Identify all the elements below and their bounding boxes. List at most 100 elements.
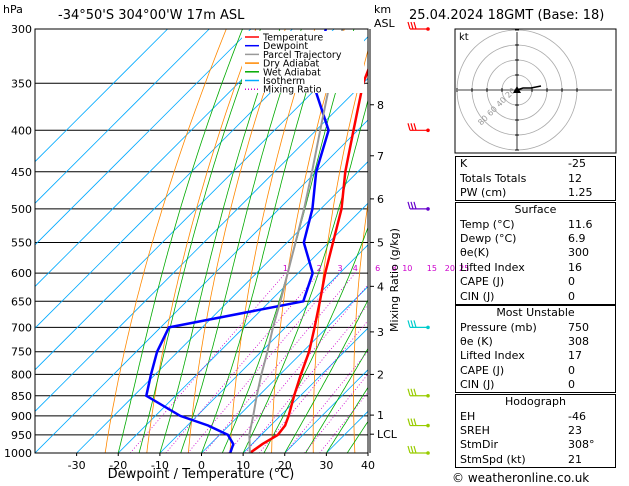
wind-barb-feather	[410, 445, 414, 454]
isotherm-line	[35, 29, 210, 204]
series-point	[312, 272, 314, 274]
series-point	[324, 272, 326, 274]
series-point	[340, 208, 343, 210]
most-unstable-table: Most Unstable Pressure (mb) 750 θe (K) 308 Li…	[455, 305, 616, 394]
isotherm-line	[76, 161, 368, 453]
wind-barb-feather	[413, 320, 417, 328]
wet-adiabat-line	[138, 29, 261, 453]
wind-barb-feather	[410, 201, 414, 210]
height-tick-label: 1	[377, 409, 384, 422]
table-row: K -25	[456, 157, 616, 172]
wet-adiabat-line	[201, 29, 327, 453]
mixing-ratio-tick-label: 15	[427, 264, 437, 273]
series-point	[308, 351, 310, 353]
height-tick-label: 3	[377, 326, 384, 339]
wet-adiabat-line	[326, 386, 368, 453]
series-point	[332, 241, 334, 244]
row-label: Lifted Index	[460, 260, 525, 274]
wind-barb-dot	[426, 128, 430, 133]
mixing-ratio-tick-label: 2	[317, 264, 322, 273]
series-point	[303, 208, 305, 210]
legend-entry-label: Temperature	[262, 33, 323, 44]
series-point	[287, 415, 290, 417]
legend-background	[242, 31, 364, 93]
temperature-tick-label: -10	[151, 459, 169, 472]
wet-adiabat-line	[263, 226, 368, 453]
legend-entry-label: Dewpoint	[263, 41, 308, 52]
row-value: 300	[568, 246, 589, 260]
pressure-tick-label: 450	[11, 166, 32, 179]
row-value: 11.6	[568, 217, 593, 231]
wind-barb-dot	[426, 451, 430, 455]
km-label: km	[374, 3, 391, 16]
series-point	[319, 300, 321, 302]
mixing-ratio-tick-label: 20	[445, 264, 455, 273]
wind-barb-feather	[410, 388, 414, 396]
series-point	[277, 434, 279, 436]
isotherm-line	[35, 29, 168, 163]
section-title-row: Most Unstable	[456, 306, 616, 321]
temperature-tick-label: -20	[109, 459, 127, 472]
wind-barb-dot	[426, 393, 430, 398]
section-title: Hodograph	[505, 395, 566, 409]
isotherm-line	[201, 285, 368, 453]
row-label: CIN (J)	[460, 289, 495, 303]
pressure-tick-label: 600	[11, 267, 32, 280]
wind-barb-feather	[413, 388, 417, 396]
credit-text: © weatheronline.co.uk	[452, 471, 589, 485]
mixing-ratio-tick-label: 6	[375, 264, 380, 273]
temperature-tick-label: -30	[68, 459, 86, 472]
hodograph-trace	[516, 85, 542, 91]
pressure-tick-label: 300	[11, 23, 32, 36]
height-axis: 8 7 6 5 4 3 2 1 LCL	[369, 29, 398, 453]
pressure-tick-label: 500	[11, 203, 32, 216]
row-label: Lifted Index	[460, 349, 525, 363]
series-point	[279, 300, 281, 302]
pressure-tick-label: 850	[11, 390, 32, 403]
series-point	[168, 326, 170, 328]
table-row: SREH 23	[456, 424, 616, 438]
row-value: 0	[568, 378, 575, 392]
row-value: 0	[568, 289, 575, 303]
isotherm-line	[35, 77, 368, 412]
wind-barb-feather	[410, 320, 414, 328]
row-label: CIN (J)	[460, 378, 495, 392]
wind-barb-dot	[426, 423, 430, 428]
series-point	[266, 351, 269, 353]
series-point	[311, 208, 314, 210]
storm-motion-marker	[513, 86, 521, 93]
series-point	[293, 395, 295, 397]
isotherm-line	[35, 29, 335, 329]
dry-adiabat-line	[188, 29, 286, 453]
section-title: Most Unstable	[496, 306, 575, 320]
series-point	[156, 351, 158, 353]
indices-table: K -25 Totals Totals 12 PW (cm) 1.25	[455, 156, 616, 202]
mixing-ratio-labels: 1 2 3 4 6 8 10 15 20 25	[283, 264, 469, 273]
pressure-unit-label: hPa	[3, 3, 23, 16]
pressure-tick-label: 900	[11, 410, 32, 423]
wind-barb-feather	[413, 123, 417, 131]
row-value: 1.25	[568, 185, 593, 199]
pressure-tick-label: 650	[11, 295, 32, 308]
pressure-tick-label: 750	[11, 346, 32, 359]
row-label: Totals Totals	[460, 171, 527, 185]
series-point	[303, 241, 305, 244]
table-row: θe(K) 300	[456, 246, 616, 260]
row-label: Pressure (mb)	[460, 320, 537, 334]
row-label: θe (K)	[460, 334, 493, 348]
dry-adiabat-line	[229, 29, 316, 453]
dry-adiabat-line	[271, 29, 345, 453]
pressure-tick-label: 550	[11, 236, 32, 249]
series-point	[327, 129, 330, 131]
series-point	[311, 171, 313, 173]
series-point	[302, 300, 304, 302]
table-row: PW (cm) 1.25	[456, 186, 616, 201]
location-title: -34°50'S 304°00'W 17m ASL	[58, 8, 245, 23]
wind-barb-feather	[407, 21, 411, 30]
series-point	[261, 443, 264, 445]
row-label: StmDir	[460, 438, 499, 452]
series-point	[344, 171, 346, 173]
wind-barb-feather	[410, 123, 414, 131]
